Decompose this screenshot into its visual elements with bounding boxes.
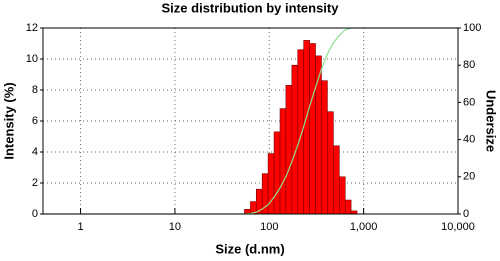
bar: [273, 131, 281, 215]
bar: [279, 108, 287, 215]
x-tick-label: 10,000: [441, 221, 475, 233]
y2-tick-label: 100: [463, 22, 481, 34]
bar: [291, 64, 299, 215]
bar: [327, 111, 334, 215]
bar: [285, 85, 293, 215]
bar: [309, 43, 316, 215]
bar: [333, 145, 340, 215]
y-tick-label: 12: [26, 22, 38, 34]
y-axis-label: Intensity (%): [1, 82, 16, 159]
bar: [338, 176, 346, 215]
y-tick-label: 4: [32, 146, 38, 158]
undersize-line: [43, 27, 458, 215]
bar: [303, 40, 310, 215]
x-tick-label: 1,000: [350, 221, 378, 233]
bar: [297, 49, 305, 215]
y2-tick-label: 20: [463, 171, 475, 183]
y2-tick-label: 80: [463, 59, 475, 71]
y2-tick-label: 40: [463, 134, 475, 146]
x-tick-label: 100: [260, 221, 278, 233]
x-tick-label: 10: [169, 221, 181, 233]
bar: [344, 199, 352, 215]
plot-frame: [42, 27, 459, 215]
x-tick-label: 1: [77, 221, 83, 233]
y2-axis-label: Undersize: [484, 90, 499, 152]
y-tick-label: 0: [32, 208, 38, 220]
bar: [267, 153, 275, 215]
y-tick-label: 2: [32, 177, 38, 189]
y-tick-label: 8: [32, 84, 38, 96]
x-axis-label: Size (d.nm): [215, 241, 284, 256]
y-tick-label: 6: [32, 115, 38, 127]
y-tick-label: 10: [26, 53, 38, 65]
bar: [321, 80, 328, 215]
y2-tick-label: 0: [463, 208, 469, 220]
y2-tick-label: 60: [463, 96, 475, 108]
chart-title: Size distribution by intensity: [162, 0, 340, 15]
